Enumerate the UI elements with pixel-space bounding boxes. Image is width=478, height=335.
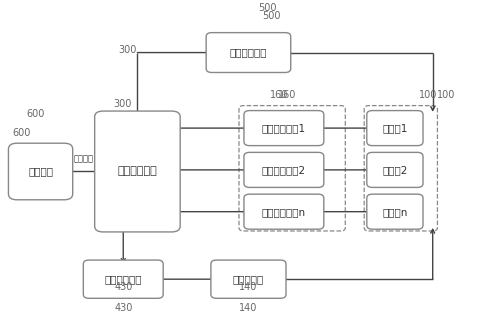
Text: 300: 300 xyxy=(114,99,132,109)
FancyBboxPatch shape xyxy=(244,111,324,146)
Text: 单元稢1: 单元稢1 xyxy=(382,123,408,133)
Text: 信息单元接口n: 信息单元接口n xyxy=(262,207,306,217)
Text: 100: 100 xyxy=(437,89,456,99)
Text: 140: 140 xyxy=(239,303,258,313)
Text: 供暖模块接口: 供暖模块接口 xyxy=(105,274,142,284)
Text: 300: 300 xyxy=(119,45,137,55)
Text: 430: 430 xyxy=(114,282,132,292)
Text: 信息单元接口1: 信息单元接口1 xyxy=(262,123,306,133)
Text: 移动终端: 移动终端 xyxy=(28,166,53,177)
FancyBboxPatch shape xyxy=(83,260,163,298)
Text: 单元稢2: 单元稢2 xyxy=(382,165,408,175)
Text: 500: 500 xyxy=(262,11,281,21)
Text: 600: 600 xyxy=(12,128,31,138)
FancyBboxPatch shape xyxy=(244,152,324,187)
Text: 430: 430 xyxy=(114,303,132,313)
FancyBboxPatch shape xyxy=(9,143,73,200)
Text: 自动补水模块: 自动补水模块 xyxy=(230,48,267,58)
Text: 单元散热器: 单元散热器 xyxy=(233,274,264,284)
Text: 600: 600 xyxy=(27,109,45,119)
FancyBboxPatch shape xyxy=(244,194,324,229)
Text: 无线通信: 无线通信 xyxy=(74,154,94,163)
Text: 160: 160 xyxy=(278,89,296,99)
FancyBboxPatch shape xyxy=(206,32,291,72)
Text: 160: 160 xyxy=(270,89,288,99)
FancyBboxPatch shape xyxy=(367,111,423,146)
FancyBboxPatch shape xyxy=(367,152,423,187)
Text: 中央控制模块: 中央控制模块 xyxy=(118,166,157,177)
Text: 单元稢n: 单元稢n xyxy=(382,207,408,217)
Text: 100: 100 xyxy=(419,89,437,99)
FancyBboxPatch shape xyxy=(211,260,286,298)
FancyBboxPatch shape xyxy=(367,194,423,229)
Text: 信息单元接口2: 信息单元接口2 xyxy=(262,165,306,175)
Text: 140: 140 xyxy=(239,282,258,292)
FancyBboxPatch shape xyxy=(95,111,180,232)
Text: 500: 500 xyxy=(258,3,277,13)
